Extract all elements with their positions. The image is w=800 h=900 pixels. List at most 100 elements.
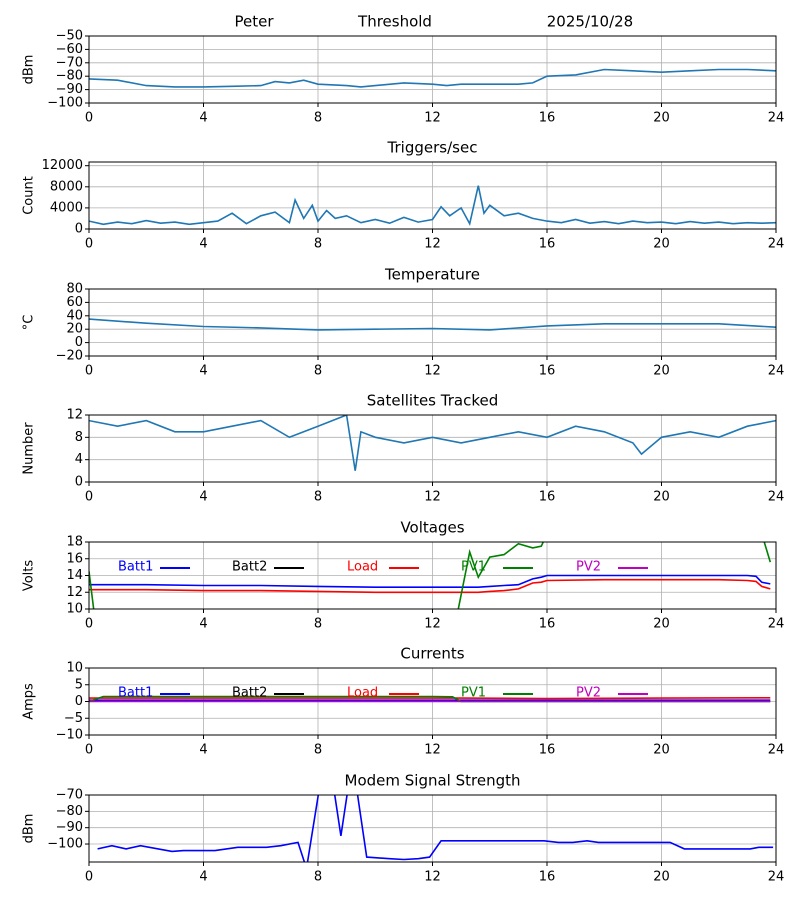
- plot-frame: [88, 288, 777, 357]
- chart-title: Triggers/sec: [387, 139, 478, 157]
- y-tick-label: 10: [66, 661, 83, 676]
- x-tick-label: 24: [768, 617, 785, 632]
- x-tick-label: 12: [424, 617, 441, 632]
- data-line: [89, 697, 771, 700]
- y-tick-label: 4: [75, 452, 83, 467]
- y-tick-label: 12: [66, 408, 83, 423]
- y-tick-label: 4000: [50, 200, 83, 215]
- panel: Satellites Tracked Number 0 4 8 12 16 20 24 0 4 8 12: [22, 392, 785, 505]
- legend-label: Load: [347, 686, 378, 701]
- y-tick-label: −5: [64, 711, 83, 726]
- y-tick-label: −80: [56, 69, 83, 84]
- legend-label: Batt2: [232, 686, 267, 701]
- y-tick-label: 8: [75, 430, 83, 445]
- y-tick-label: −50: [56, 29, 83, 44]
- panel: Peter Threshold 2025/10/28 dBm 0 4 8 12 16 20 24 −5…: [22, 13, 785, 126]
- x-tick-label: 24: [768, 490, 785, 505]
- x-tick-label: 0: [85, 870, 93, 885]
- x-tick-label: 20: [653, 617, 670, 632]
- y-tick-label: −20: [56, 349, 83, 364]
- x-tick-label: 0: [85, 490, 93, 505]
- x-tick-label: 4: [199, 111, 207, 126]
- x-tick-label: 8: [314, 617, 322, 632]
- x-tick-label: 20: [653, 870, 670, 885]
- x-tick-label: 24: [768, 237, 785, 252]
- y-tick-label: −80: [56, 804, 83, 819]
- y-tick-label: 14: [66, 568, 83, 583]
- data-line: [89, 185, 776, 226]
- y-tick-label: 16: [66, 551, 83, 566]
- x-tick-label: 12: [424, 237, 441, 252]
- y-tick-label: −90: [56, 82, 83, 97]
- x-tick-label: 16: [539, 743, 556, 758]
- x-tick-label: 20: [653, 364, 670, 379]
- y-axis-label: °C: [22, 315, 37, 331]
- y-tick-label: −100: [47, 837, 83, 852]
- x-tick-label: 16: [539, 111, 556, 126]
- x-tick-label: 4: [199, 237, 207, 252]
- y-tick-label: 60: [66, 295, 83, 310]
- y-tick-label: 20: [66, 322, 83, 337]
- y-tick-label: −10: [56, 728, 83, 743]
- x-tick-label: 0: [85, 743, 93, 758]
- panel: Currents Amps 0 4 8 12 16 20 24 −10 −5 0 510 Batt1 Bat…: [22, 645, 785, 758]
- x-tick-label: 0: [85, 617, 93, 632]
- chart-title: Threshold: [357, 13, 432, 31]
- x-tick-label: 12: [424, 870, 441, 885]
- x-tick-label: 20: [653, 111, 670, 126]
- y-tick-label: 12: [66, 585, 83, 600]
- data-line: [89, 578, 771, 594]
- x-tick-label: 16: [539, 490, 556, 505]
- chart-title: Peter: [234, 13, 274, 31]
- x-tick-label: 24: [768, 364, 785, 379]
- x-tick-label: 4: [199, 743, 207, 758]
- chart-title: Temperature: [384, 266, 480, 284]
- legend-label: PV1: [461, 560, 486, 575]
- y-tick-label: 0: [75, 475, 83, 490]
- data-line: [97, 795, 774, 862]
- plot-frame: [88, 541, 777, 610]
- y-tick-label: 0: [75, 222, 83, 237]
- x-tick-label: 4: [199, 617, 207, 632]
- y-tick-label: 0: [75, 335, 83, 350]
- legend-label: Load: [347, 560, 378, 575]
- x-tick-label: 0: [85, 364, 93, 379]
- x-tick-label: 4: [199, 490, 207, 505]
- y-axis-label: Volts: [22, 560, 37, 592]
- legend-label: Batt1: [118, 560, 153, 575]
- y-axis-label: Amps: [22, 683, 37, 720]
- x-tick-label: 16: [539, 870, 556, 885]
- y-tick-label: 8000: [50, 179, 83, 194]
- x-tick-label: 16: [539, 617, 556, 632]
- data-line: [89, 318, 776, 331]
- x-tick-label: 8: [314, 111, 322, 126]
- x-tick-label: 16: [539, 364, 556, 379]
- panel: Triggers/sec Count 0 4 8 12 16 20 24 0 4000 8000 120…: [22, 139, 785, 252]
- x-tick-label: 12: [424, 490, 441, 505]
- x-tick-label: 0: [85, 111, 93, 126]
- data-line: [89, 415, 776, 471]
- chart-title: Modem Signal Strength: [345, 772, 521, 790]
- x-tick-label: 8: [314, 490, 322, 505]
- chart-title: 2025/10/28: [547, 13, 633, 31]
- legend-label: PV2: [576, 686, 601, 701]
- legend-label: PV1: [461, 686, 486, 701]
- y-tick-label: 0: [75, 694, 83, 709]
- plot-frame: [88, 414, 777, 483]
- x-tick-label: 24: [768, 111, 785, 126]
- y-tick-label: 12000: [42, 158, 83, 173]
- legend-label: Batt2: [232, 560, 267, 575]
- data-line: [89, 68, 776, 88]
- chart-title: Currents: [400, 645, 464, 663]
- y-axis-label: dBm: [22, 55, 37, 85]
- panel: Modem Signal Strength dBm 0 4 8 12 16 20 24 −100 −…: [22, 772, 785, 885]
- y-tick-label: 80: [66, 282, 83, 297]
- x-tick-label: 16: [539, 237, 556, 252]
- x-tick-label: 20: [653, 490, 670, 505]
- legend-label: Batt1: [118, 686, 153, 701]
- x-tick-label: 12: [424, 743, 441, 758]
- data-line: [89, 574, 771, 588]
- plot-frame: [88, 161, 777, 230]
